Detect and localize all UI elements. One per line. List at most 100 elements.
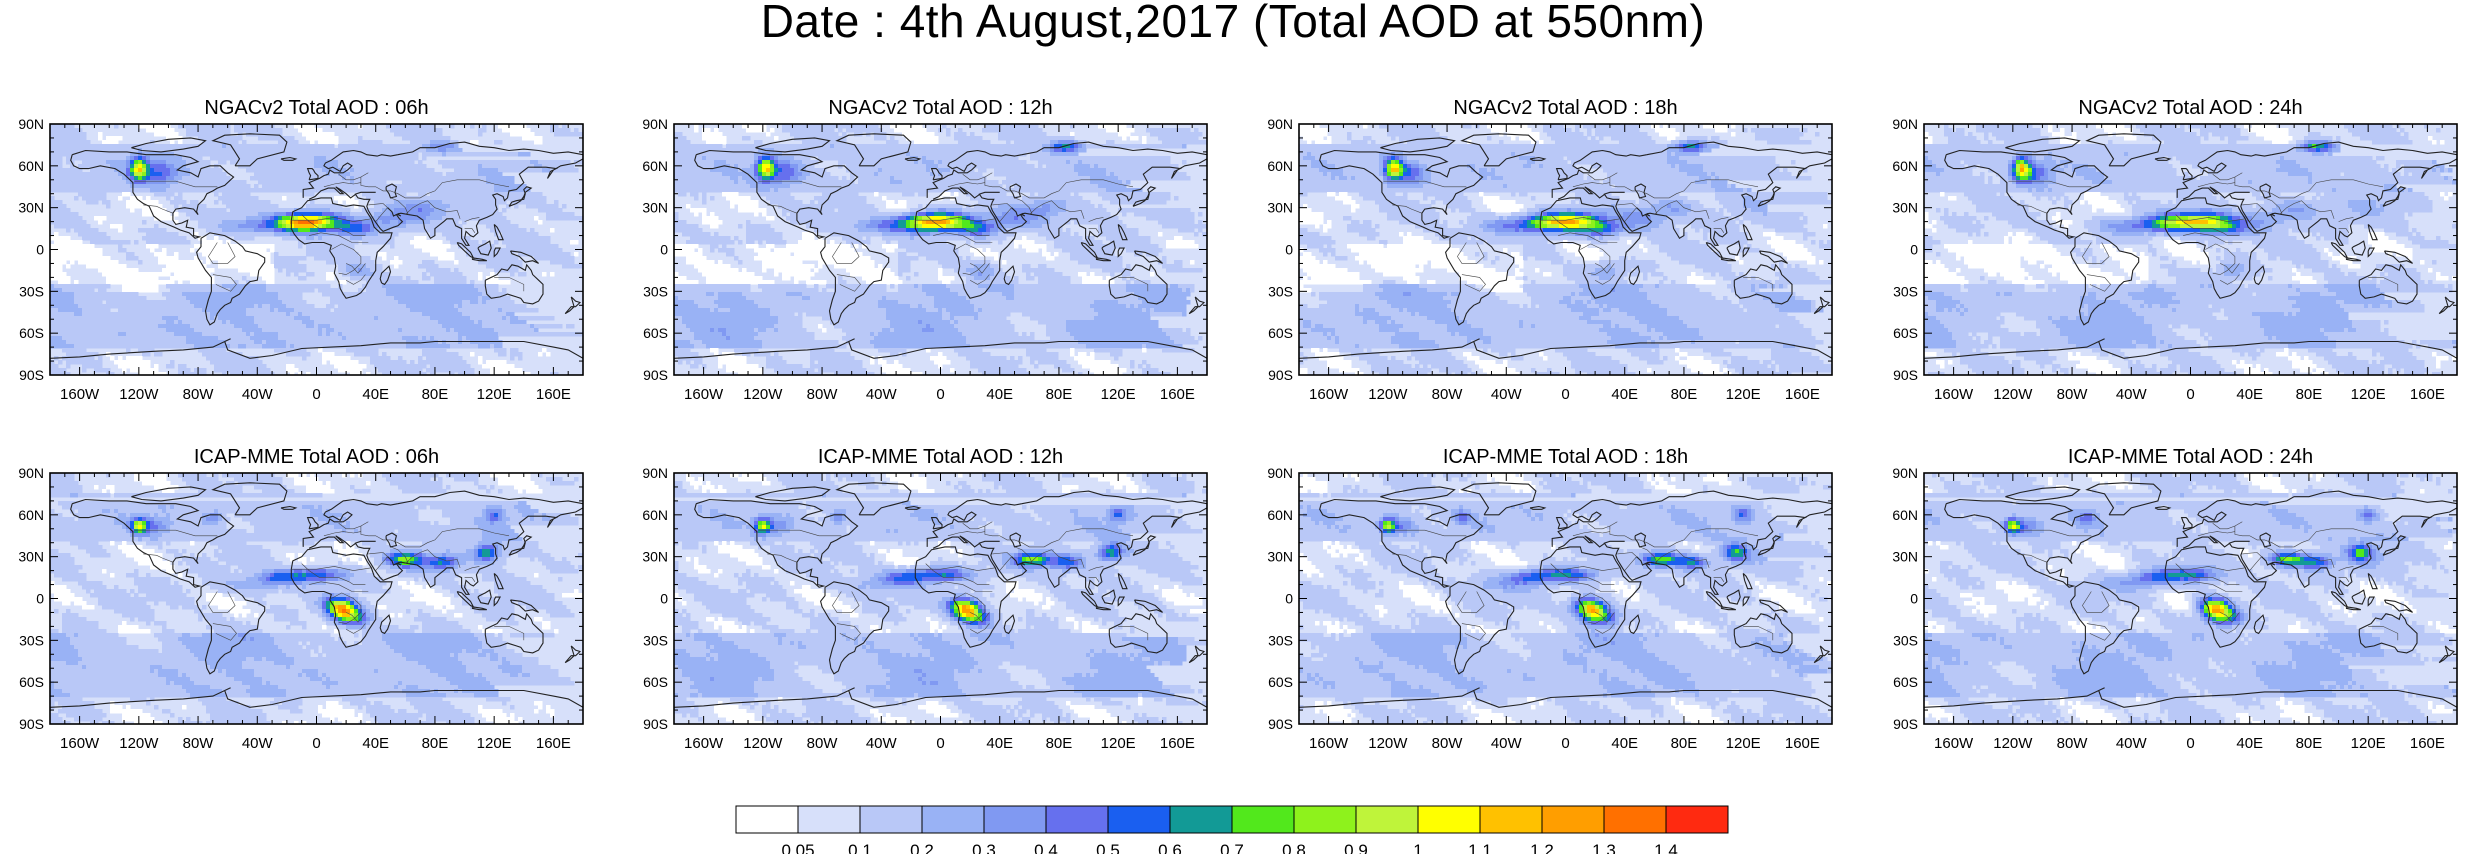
panel-title: NGACv2 Total AOD : 24h [2078, 97, 2302, 119]
lon-tick-label: 120W [743, 386, 783, 403]
coastlines [1924, 482, 2457, 708]
lon-tick-label: 160W [1309, 735, 1349, 752]
lon-tick-label: 0 [1561, 386, 1569, 403]
lat-tick-label: 60S [643, 674, 668, 690]
colorbar-swatch [859, 805, 923, 834]
colorbar-label: 0.7 [1220, 841, 1244, 854]
lon-tick-label: 120E [1726, 386, 1761, 403]
lat-tick-label: 90N [18, 116, 44, 132]
colorbar-label: 0.5 [1096, 841, 1120, 854]
lat-tick-label: 90S [1268, 367, 1293, 383]
colorbar-label: 0.6 [1158, 841, 1182, 854]
lat-tick-label: 30N [1892, 200, 1918, 216]
map-panel-ngacv2-18h: 90N 60N 30N 0 30S 60S 90S 160W 120W 80W 40W 0 40E 80E… [1267, 97, 1833, 403]
lat-tick-label: 30S [19, 632, 44, 648]
lon-tick-label: 160E [536, 735, 571, 752]
aod-field [1924, 473, 2457, 724]
colorbar-swatch [1479, 805, 1543, 834]
lon-tick-label: 40W [242, 386, 274, 403]
lon-tick-label: 120E [1101, 735, 1136, 752]
lon-tick-label: 40W [2116, 735, 2148, 752]
lon-tick-label: 120W [119, 386, 159, 403]
colorbar-label: 0.4 [1034, 841, 1058, 854]
lat-tick-label: 30S [643, 632, 668, 648]
lon-tick-label: 0 [1561, 735, 1569, 752]
lon-tick-label: 0 [2186, 386, 2194, 403]
panel-title: ICAP-MME Total AOD : 24h [2068, 446, 2313, 468]
lat-tick-label: 0 [36, 242, 44, 258]
panel-title: ICAP-MME Total AOD : 12h [818, 446, 1063, 468]
panel-title: ICAP-MME Total AOD : 18h [1443, 446, 1688, 468]
lat-tick-label: 30N [1892, 549, 1918, 565]
lon-tick-label: 80E [2296, 735, 2323, 752]
lat-tick-label: 60S [1893, 674, 1918, 690]
lat-tick-label: 60S [19, 325, 44, 341]
lat-tick-label: 0 [1910, 591, 1918, 607]
map-panel-icap-mme-12h: 90N 60N 30N 0 30S 60S 90S 160W 120W 80W 40W 0 40E 80E… [642, 446, 1208, 752]
lon-tick-label: 160E [1160, 735, 1195, 752]
lat-tick-label: 30N [1267, 549, 1293, 565]
lat-tick-label: 30S [1893, 283, 1918, 299]
lon-tick-label: 40E [362, 735, 389, 752]
colorbar-swatch [1541, 805, 1605, 834]
lat-tick-label: 90S [19, 367, 44, 383]
panel-title: NGACv2 Total AOD : 06h [204, 97, 428, 119]
lon-tick-label: 80W [2057, 735, 2089, 752]
lon-tick-label: 40W [866, 735, 898, 752]
lon-tick-label: 160W [1934, 386, 1974, 403]
lat-tick-label: 60S [1268, 325, 1293, 341]
lon-tick-label: 80W [2057, 386, 2089, 403]
lat-tick-label: 0 [660, 242, 668, 258]
lon-tick-label: 0 [2186, 735, 2194, 752]
lat-tick-label: 60N [1267, 158, 1293, 174]
colorbar-swatch [1603, 805, 1667, 834]
colorbar-swatch [921, 805, 985, 834]
lat-tick-label: 90N [642, 465, 668, 481]
aod-field [1299, 473, 1832, 724]
colorbar-swatch [1231, 805, 1295, 834]
lat-tick-label: 30S [643, 283, 668, 299]
lat-tick-label: 0 [660, 591, 668, 607]
lon-tick-label: 80W [1432, 386, 1464, 403]
coastlines [674, 133, 1207, 359]
colorbar-swatch [735, 805, 799, 834]
colorbar-label: 0.8 [1282, 841, 1306, 854]
lat-tick-label: 90N [1892, 465, 1918, 481]
colorbar-swatch [1355, 805, 1419, 834]
panel-title: ICAP-MME Total AOD : 06h [194, 446, 439, 468]
colorbar-swatch [797, 805, 861, 834]
lon-tick-label: 0 [936, 735, 944, 752]
map-panel-icap-mme-6h: 90N 60N 30N 0 30S 60S 90S 160W 120W 80W 40W 0 40E 80E… [18, 446, 584, 752]
lon-tick-label: 80E [1671, 386, 1698, 403]
lon-tick-label: 40E [1611, 386, 1638, 403]
aod-field [674, 124, 1207, 375]
lat-tick-label: 30S [1268, 632, 1293, 648]
lon-tick-label: 40E [2236, 735, 2263, 752]
lon-tick-label: 160W [60, 735, 100, 752]
lon-tick-label: 160E [1785, 386, 1820, 403]
lat-tick-label: 90S [1893, 367, 1918, 383]
lon-tick-label: 40W [866, 386, 898, 403]
lat-tick-label: 0 [1910, 242, 1918, 258]
colorbar-label: 0.9 [1344, 841, 1368, 854]
coastlines [50, 133, 583, 359]
lon-tick-label: 0 [936, 386, 944, 403]
colorbar-label: 1 [1413, 841, 1422, 854]
colorbar-label: 0.2 [910, 841, 934, 854]
map-panel-ngacv2-6h: 90N 60N 30N 0 30S 60S 90S 160W 120W 80W 40W 0 40E 80E… [18, 97, 584, 403]
map-panel-icap-mme-18h: 90N 60N 30N 0 30S 60S 90S 160W 120W 80W 40W 0 40E 80E… [1267, 446, 1833, 752]
coastlines [674, 482, 1207, 708]
lon-tick-label: 40W [1491, 386, 1523, 403]
lon-tick-label: 80E [1046, 735, 1073, 752]
aod-field [1299, 124, 1832, 375]
coastlines [1924, 133, 2457, 359]
lon-tick-label: 40W [242, 735, 274, 752]
lon-tick-label: 80E [422, 735, 449, 752]
lon-tick-label: 80E [1046, 386, 1073, 403]
lat-tick-label: 30N [18, 549, 44, 565]
lon-tick-label: 120E [1726, 735, 1761, 752]
colorbar-label: 0.05 [781, 841, 814, 854]
lon-tick-label: 80W [183, 386, 215, 403]
lat-tick-label: 90N [1267, 116, 1293, 132]
